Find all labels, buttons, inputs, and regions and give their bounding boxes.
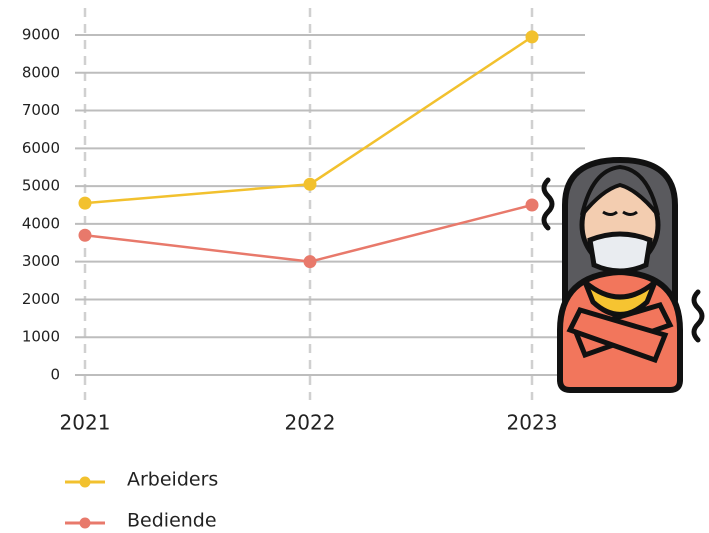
legend-marker — [79, 517, 91, 529]
legend-marker — [79, 476, 91, 488]
y-tick-label: 6000 — [22, 139, 60, 157]
x-tick-label: 2023 — [507, 411, 558, 435]
y-tick-label: 1000 — [22, 328, 60, 346]
point — [78, 228, 92, 242]
y-tick-label: 8000 — [22, 63, 60, 81]
illustration — [541, 156, 705, 393]
legend-label: Arbeiders — [127, 469, 218, 491]
y-tick-label: 5000 — [22, 177, 60, 195]
y-tick-label: 7000 — [22, 101, 60, 119]
legend-label: Bediende — [127, 510, 217, 532]
point — [303, 255, 317, 269]
y-tick-label: 9000 — [22, 26, 60, 44]
legend: Arbeiders Bediende — [65, 469, 218, 532]
y-tick-label: 2000 — [22, 290, 60, 308]
x-tick-label: 2022 — [285, 411, 336, 435]
x-tick-label: 2021 — [60, 411, 111, 435]
y-tick-label: 4000 — [22, 214, 60, 232]
y-tick-label: 0 — [50, 366, 60, 384]
plot-area: 2021 2022 2023 0 1000 2000 3000 4000 5000 6000 700… — [22, 8, 585, 435]
point — [525, 30, 539, 44]
point — [78, 196, 92, 210]
y-tick-label: 3000 — [22, 252, 60, 270]
line — [84, 203, 533, 263]
point — [525, 198, 539, 212]
point — [303, 177, 317, 191]
